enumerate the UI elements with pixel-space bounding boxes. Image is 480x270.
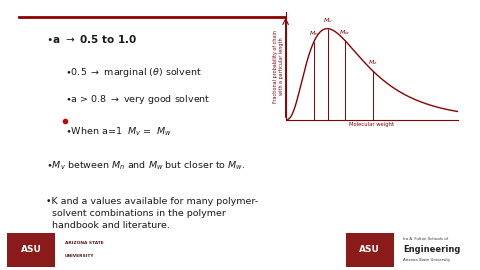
Text: Arizona State University: Arizona State University bbox=[403, 258, 450, 262]
Text: $M_v$: $M_v$ bbox=[323, 16, 333, 25]
Text: $\bullet$When a=1  $M_v$ =  $M_w$: $\bullet$When a=1 $M_v$ = $M_w$ bbox=[65, 125, 172, 138]
Text: •K and a values available for many polymer-
  solvent combinations in the polyme: •K and a values available for many polym… bbox=[46, 197, 258, 230]
Text: $M_w$: $M_w$ bbox=[339, 28, 350, 37]
Text: Engineering: Engineering bbox=[403, 245, 461, 254]
Text: Ira A. Fulton Schools of: Ira A. Fulton Schools of bbox=[403, 237, 448, 241]
Text: $M_z$: $M_z$ bbox=[368, 59, 378, 68]
Text: ARIZONA STATE: ARIZONA STATE bbox=[65, 241, 104, 245]
Text: ASU: ASU bbox=[21, 245, 42, 254]
X-axis label: Molecular weight: Molecular weight bbox=[349, 122, 395, 127]
Text: $\bullet$0.5 $\rightarrow$ marginal ($\theta$) solvent: $\bullet$0.5 $\rightarrow$ marginal ($\t… bbox=[65, 66, 202, 79]
Text: $M_n$: $M_n$ bbox=[309, 29, 319, 38]
Text: ASU: ASU bbox=[359, 245, 380, 254]
Bar bbox=[7, 233, 55, 267]
Text: UNIVERSITY: UNIVERSITY bbox=[65, 254, 94, 258]
Text: $\bullet$a $\rightarrow$ 0.5 to 1.0: $\bullet$a $\rightarrow$ 0.5 to 1.0 bbox=[46, 33, 137, 45]
Text: $\bullet$$M_v$ between $M_n$ and $M_w$ but closer to $M_w$.: $\bullet$$M_v$ between $M_n$ and $M_w$ b… bbox=[46, 160, 245, 172]
Text: $\bullet$a > 0.8 $\rightarrow$ very good solvent: $\bullet$a > 0.8 $\rightarrow$ very good… bbox=[65, 93, 210, 106]
Y-axis label: Fractional probability of chain
with a particular length: Fractional probability of chain with a p… bbox=[274, 30, 284, 103]
Bar bbox=[346, 233, 394, 267]
